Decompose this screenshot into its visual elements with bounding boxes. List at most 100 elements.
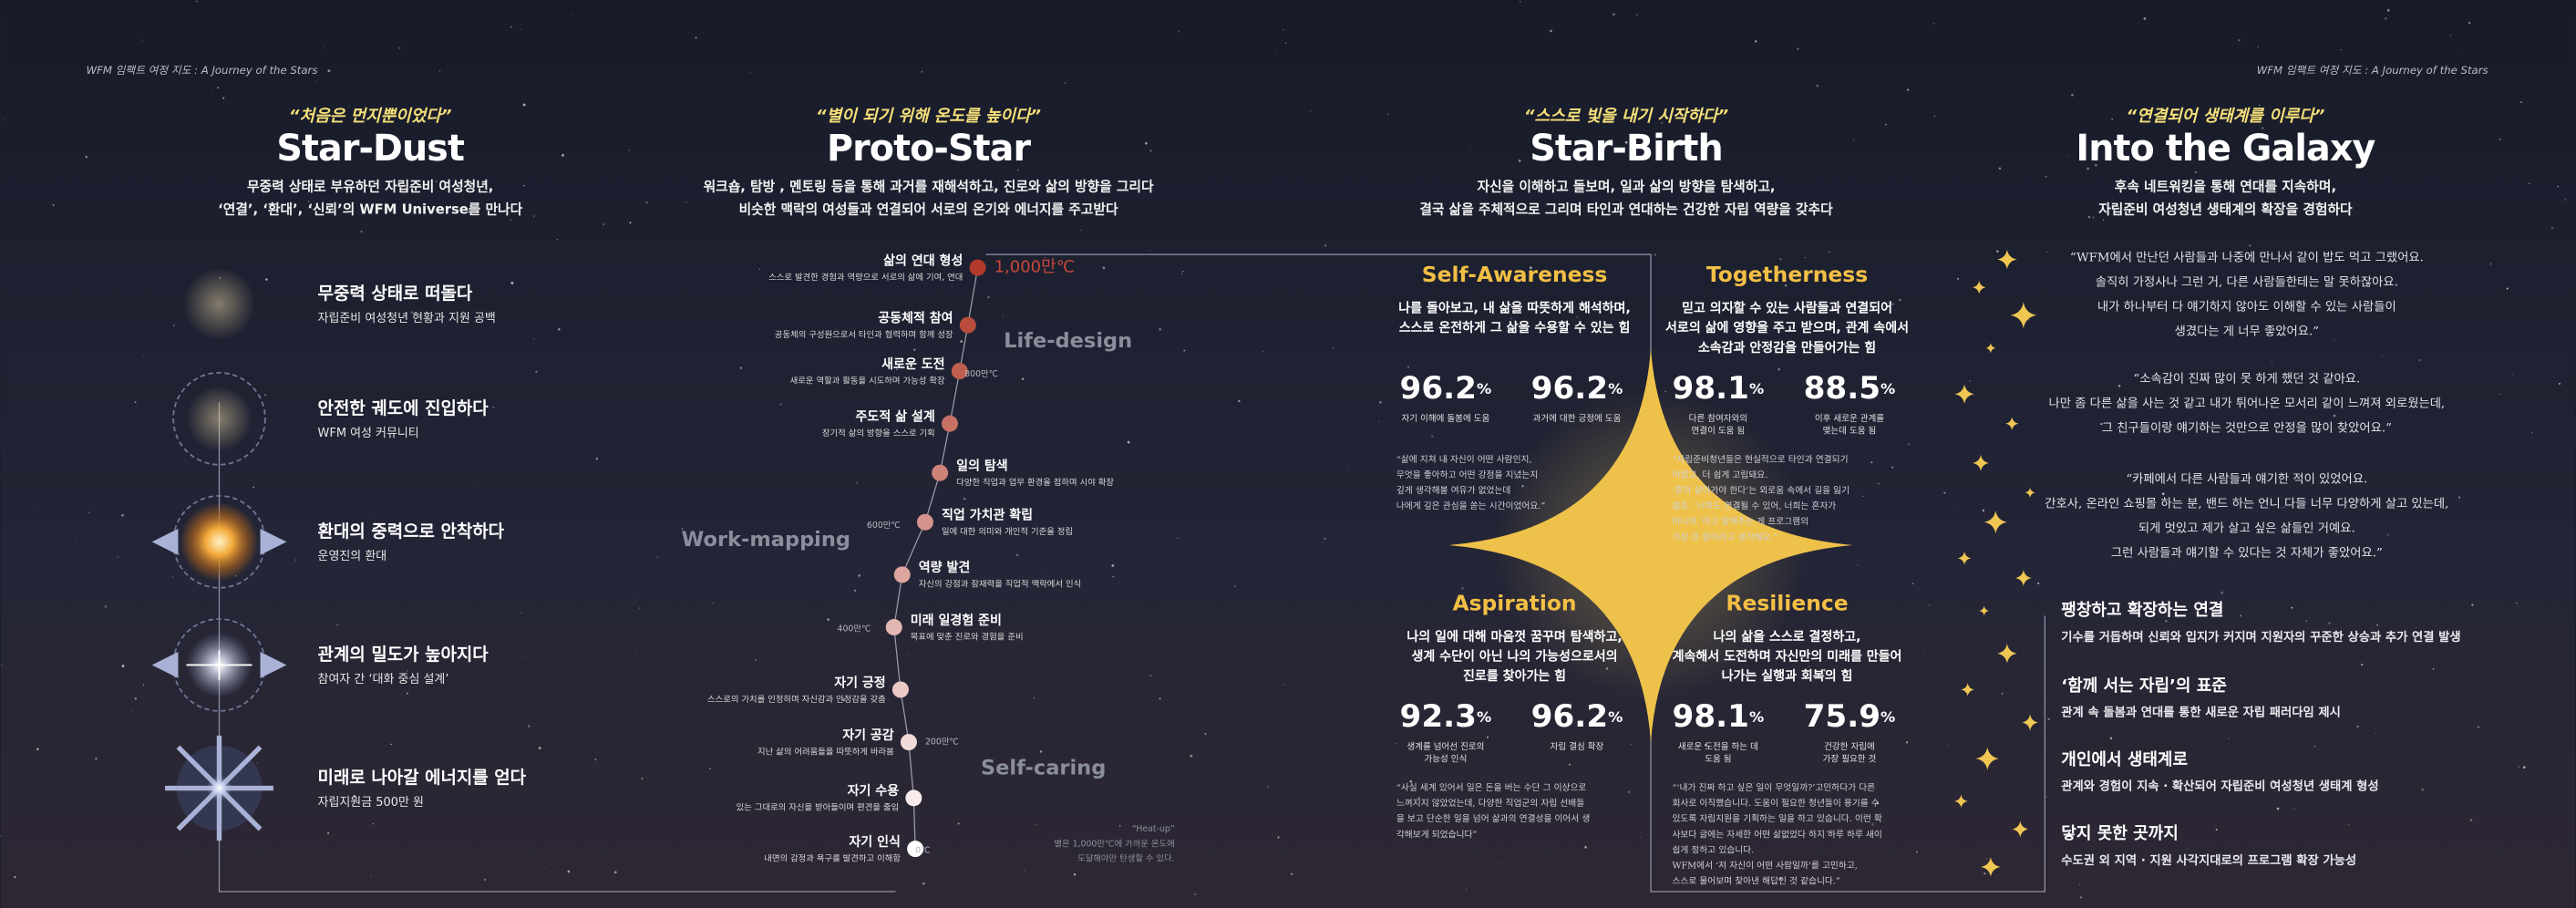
star-dot [256,762,258,764]
testimonial: 간호사, 온라인 쇼핑몰 하는 분, 밴드 하는 언니 다들 너무 다양하게 살… [2045,496,2448,511]
step-title: 자기 인식 [849,834,901,850]
star-dot [313,183,314,185]
star-dot [229,204,232,207]
star-dot [109,210,111,212]
star-dot [842,698,845,702]
sparkle [2005,417,2019,430]
stage-title: 무중력 상태로 떠돌다 [318,284,473,304]
star-dot [1510,317,1513,319]
star-dot [104,604,108,608]
star-dot [1956,508,1958,510]
star-dot [252,486,254,489]
step-description: 공동체의 구성원으로서 타인과 협력하며 함께 성장 [775,329,953,340]
quadrant-quote: 스스로 물어보며 찾아낸 해답인 것 같습니다.” [1672,875,1839,887]
content: WFM 임팩트 여정 지도 : A Journey of the Stars WF… [87,64,2488,887]
star-dot [304,443,306,445]
star-dot [1044,256,1046,259]
star-dot [1395,742,1396,745]
star-dot [1039,750,1043,753]
star-dot [695,36,697,39]
quadrant-description: 생계 수단이 아닌 나의 가능성으로서의 [1412,648,1618,664]
star-dot [1080,229,1083,232]
star-dot [335,623,339,626]
stat: 98.1% [1673,698,1765,735]
star-dot [360,230,363,233]
star-dot [1424,282,1426,284]
star-dot [1876,801,1879,805]
stat: 96.2% [1531,698,1623,735]
star-dot [1584,846,1587,849]
star-dot [2283,115,2285,117]
star-dot [1529,266,1532,270]
step-dot [916,513,933,531]
star-dot [2361,664,2364,666]
star-dot [853,589,857,592]
sparkle [1981,857,2001,877]
star-dot [1284,42,1287,45]
star-dot [2134,567,2136,569]
star-dot [0,835,2,837]
star-dot [984,179,987,181]
quadrant-description: 스스로 온전하게 그 삶을 수용할 수 있는 힘 [1399,320,1631,335]
step-title: 직업 가치관 확립 [942,508,1033,523]
quadrant-quote: 어렵고, 더 쉽게 고립돼요. [1672,469,1767,480]
star-dot [908,653,911,655]
star-dot [2087,216,2090,219]
star-dot [1856,564,1859,566]
star-dot [1024,870,1025,872]
flare-rays [186,650,252,680]
star-dot [2272,780,2276,784]
step-dot [907,841,924,858]
temperature: 400만℃ [838,624,871,634]
arrow [260,528,287,555]
star-dot [1823,668,1826,672]
sparkle [1973,454,1990,471]
star-dot [1267,786,1270,789]
star-dot [1755,40,1757,43]
star-dot [656,556,658,558]
star-dot [1870,307,1872,311]
star-dot [558,327,561,331]
star-dot [1180,273,1183,275]
star-dot [2468,21,2471,25]
sparkle [1997,644,2017,664]
star-dot [1015,553,1019,556]
quadrant-quote: 을 보고 단순한 일을 넘어 삶과의 연결성을 이어서 생 [1396,813,1590,824]
star-dot [217,87,219,89]
energy-center [206,775,232,801]
star-dot [814,543,817,546]
star-dot [758,268,761,270]
star-dot [1654,253,1657,256]
star-dot [1005,177,1006,179]
section-quote: “연결되어 생태계를 이루다” [2126,107,2324,126]
star-dot [1741,181,1743,183]
stat: 98.1% [1673,369,1765,406]
star-dot [1290,872,1293,876]
quadrant-quote: WFM에서 ‘저 자신이 어떤 사람일까’를 고민하고, [1672,860,1857,872]
star-dot [373,519,375,521]
star-dot [1238,399,1241,403]
phase-label: Life-design [1004,329,1132,353]
star-dot [1985,858,1988,860]
dust-cloud [182,267,256,340]
star-dot [856,481,859,484]
star-dot [1635,14,1638,16]
star-dot [963,498,966,500]
star-dot [348,105,351,108]
star-dot [370,874,372,876]
star-dot [117,556,118,558]
step-description: 내면의 감정과 욕구를 발견하고 이해함 [764,852,901,863]
star-dot [510,282,514,284]
star-dot [2499,393,2501,395]
quadrant-quote: 쉽죠. ‘너희도 연결될 수 있어, 너희는 혼자가 [1672,500,1836,511]
star-dot [2455,65,2457,67]
star-dot [364,292,366,294]
star-dot [0,664,3,666]
stage-description: 참여자 간 ‘대화 중심 설계’ [318,673,449,686]
testimonial: 그 친구들이랑 얘기하는 것만으로 안정을 많이 찾았어요.” [2102,421,2392,436]
star-dot [1431,435,1434,439]
outcome-title: 개인에서 생태계로 [2061,750,2188,769]
quadrant-quote: “‘내가 진짜 하고 싶은 일이 무엇일까?’고민하다가 다른 [1672,781,1875,793]
star-dot [538,747,541,750]
